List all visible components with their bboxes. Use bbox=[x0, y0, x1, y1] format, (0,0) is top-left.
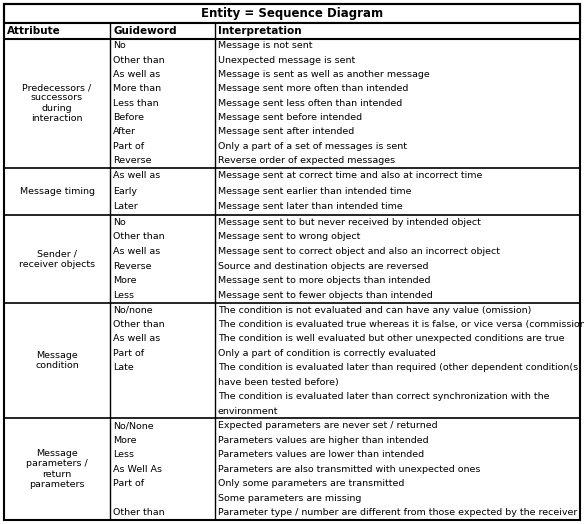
Text: More: More bbox=[113, 276, 137, 286]
Text: Less: Less bbox=[113, 450, 134, 459]
Text: The condition is well evaluated but other unexpected conditions are true: The condition is well evaluated but othe… bbox=[218, 334, 565, 343]
Text: Message sent before intended: Message sent before intended bbox=[218, 113, 362, 122]
Text: Source and destination objects are reversed: Source and destination objects are rever… bbox=[218, 261, 429, 271]
Text: As well as: As well as bbox=[113, 334, 160, 343]
Text: Early: Early bbox=[113, 187, 137, 195]
Text: After: After bbox=[113, 127, 136, 136]
Text: Other than: Other than bbox=[113, 508, 165, 517]
Text: Some parameters are missing: Some parameters are missing bbox=[218, 494, 361, 503]
Text: Before: Before bbox=[113, 113, 144, 122]
Text: Reverse: Reverse bbox=[113, 156, 151, 165]
Text: Message sent later than intended time: Message sent later than intended time bbox=[218, 202, 403, 212]
Text: Sender /
receiver objects: Sender / receiver objects bbox=[19, 249, 95, 269]
Text: Message is sent as well as another message: Message is sent as well as another messa… bbox=[218, 70, 430, 79]
Text: Message sent after intended: Message sent after intended bbox=[218, 127, 354, 136]
Text: Message sent at correct time and also at incorrect time: Message sent at correct time and also at… bbox=[218, 171, 482, 180]
Text: Only some parameters are transmitted: Only some parameters are transmitted bbox=[218, 479, 404, 488]
Text: Message sent to fewer objects than intended: Message sent to fewer objects than inten… bbox=[218, 291, 433, 300]
Text: Message
parameters /
return
parameters: Message parameters / return parameters bbox=[26, 449, 88, 489]
Text: The condition is not evaluated and can have any value (omission): The condition is not evaluated and can h… bbox=[218, 305, 531, 314]
Text: Only a part of a set of messages is sent: Only a part of a set of messages is sent bbox=[218, 141, 407, 150]
Text: Message sent to wrong object: Message sent to wrong object bbox=[218, 232, 360, 242]
Text: The condition is evaluated true whereas it is false, or vice versa (commission): The condition is evaluated true whereas … bbox=[218, 320, 584, 329]
Text: Less than: Less than bbox=[113, 99, 159, 107]
Text: Less: Less bbox=[113, 291, 134, 300]
Bar bbox=[4, 418, 580, 520]
Text: No/none: No/none bbox=[113, 305, 152, 314]
Text: Other than: Other than bbox=[113, 320, 165, 329]
Text: Message sent to more objects than intended: Message sent to more objects than intend… bbox=[218, 276, 430, 286]
Bar bbox=[4, 39, 580, 168]
Text: As well as: As well as bbox=[113, 70, 160, 79]
Text: No: No bbox=[113, 41, 126, 50]
Text: Only a part of condition is correctly evaluated: Only a part of condition is correctly ev… bbox=[218, 349, 436, 358]
Text: The condition is evaluated later than required (other dependent condition(s): The condition is evaluated later than re… bbox=[218, 363, 582, 372]
Text: Message sent earlier than intended time: Message sent earlier than intended time bbox=[218, 187, 412, 195]
Text: Part of: Part of bbox=[113, 141, 144, 150]
Bar bbox=[4, 303, 580, 418]
Text: As well as: As well as bbox=[113, 247, 160, 256]
Text: More: More bbox=[113, 435, 137, 444]
Text: Message sent more often than intended: Message sent more often than intended bbox=[218, 84, 408, 93]
Text: Message timing: Message timing bbox=[19, 187, 95, 195]
Text: have been tested before): have been tested before) bbox=[218, 378, 339, 387]
Text: Other than: Other than bbox=[113, 232, 165, 242]
Text: Guideword: Guideword bbox=[113, 26, 176, 36]
Text: Parameter type / number are different from those expected by the receiver: Parameter type / number are different fr… bbox=[218, 508, 578, 517]
Text: Entity = Sequence Diagram: Entity = Sequence Diagram bbox=[201, 7, 383, 20]
Text: Message
condition: Message condition bbox=[35, 351, 79, 370]
Text: Interpretation: Interpretation bbox=[218, 26, 301, 36]
Text: Message sent to correct object and also an incorrect object: Message sent to correct object and also … bbox=[218, 247, 500, 256]
Text: Message sent to but never received by intended object: Message sent to but never received by in… bbox=[218, 217, 481, 227]
Text: No/None: No/None bbox=[113, 421, 154, 430]
Text: Reverse order of expected messages: Reverse order of expected messages bbox=[218, 156, 395, 165]
Text: More than: More than bbox=[113, 84, 161, 93]
Text: The condition is evaluated later than correct synchronization with the: The condition is evaluated later than co… bbox=[218, 392, 550, 401]
Text: Part of: Part of bbox=[113, 479, 144, 488]
Text: Parameters are also transmitted with unexpected ones: Parameters are also transmitted with une… bbox=[218, 465, 481, 474]
Bar bbox=[4, 215, 580, 303]
Text: Message is not sent: Message is not sent bbox=[218, 41, 312, 50]
Text: As Well As: As Well As bbox=[113, 465, 162, 474]
Text: As well as: As well as bbox=[113, 171, 160, 180]
Text: environment: environment bbox=[218, 407, 279, 416]
Text: Later: Later bbox=[113, 202, 138, 212]
Text: Parameters values are lower than intended: Parameters values are lower than intende… bbox=[218, 450, 424, 459]
Bar bbox=[4, 23, 580, 39]
Text: Message sent less often than intended: Message sent less often than intended bbox=[218, 99, 402, 107]
Text: Late: Late bbox=[113, 363, 134, 372]
Text: Attribute: Attribute bbox=[7, 26, 61, 36]
Text: Other than: Other than bbox=[113, 56, 165, 64]
Bar bbox=[4, 4, 580, 23]
Text: Predecessors /
successors
during
interaction: Predecessors / successors during interac… bbox=[22, 83, 92, 123]
Text: Part of: Part of bbox=[113, 349, 144, 358]
Bar bbox=[4, 168, 580, 215]
Text: No: No bbox=[113, 217, 126, 227]
Text: Expected parameters are never set / returned: Expected parameters are never set / retu… bbox=[218, 421, 437, 430]
Text: Parameters values are higher than intended: Parameters values are higher than intend… bbox=[218, 435, 429, 444]
Text: Reverse: Reverse bbox=[113, 261, 151, 271]
Text: Unexpected message is sent: Unexpected message is sent bbox=[218, 56, 355, 64]
